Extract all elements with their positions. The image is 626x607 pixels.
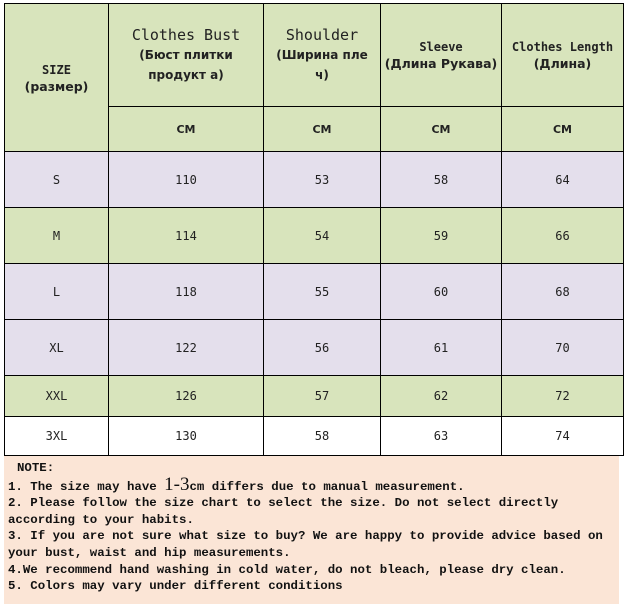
value-cell: 53 xyxy=(263,151,381,208)
unit-cell: CM xyxy=(501,106,624,152)
bust-header: Clothes Bust (Бюст плитки продукт а) xyxy=(108,3,264,107)
value-cell: 130 xyxy=(108,416,264,456)
value-cell: 57 xyxy=(263,375,381,417)
size-cell: XXL xyxy=(4,375,109,417)
unit-cell: CM xyxy=(263,106,381,152)
value-cell: 72 xyxy=(501,375,624,417)
note-line-1: 1. The size may have 1-3cm differs due t… xyxy=(8,473,619,496)
value-cell: 58 xyxy=(380,151,502,208)
size-cell: M xyxy=(4,207,109,264)
unit-row: CM CM CM CM xyxy=(5,106,624,152)
note-box: NOTE: 1. The size may have 1-3cm differs… xyxy=(4,456,619,604)
value-cell: 118 xyxy=(108,263,264,320)
value-cell: 68 xyxy=(501,263,624,320)
value-cell: 110 xyxy=(108,151,264,208)
length-header-ru: (Длина) xyxy=(533,56,592,71)
value-cell: 59 xyxy=(380,207,502,264)
value-cell: 56 xyxy=(263,319,381,376)
table-row: 3XL 130 58 63 74 xyxy=(4,416,624,456)
shoulder-header-ru: (Ширина пле ч) xyxy=(276,47,368,82)
shoulder-header: Shoulder (Ширина пле ч) xyxy=(263,3,381,107)
bust-header-ru: (Бюст плитки продукт а) xyxy=(139,47,233,82)
note-line-3: 3. If you are not sure what size to buy?… xyxy=(8,529,603,560)
size-chart-table: SIZE (размер) Clothes Bust (Бюст плитки … xyxy=(4,3,624,456)
value-cell: 63 xyxy=(380,416,502,456)
note-line-4: 4.We recommend hand washing in cold wate… xyxy=(8,562,566,577)
length-header-en: Clothes Length xyxy=(511,40,614,54)
value-cell: 70 xyxy=(501,319,624,376)
value-cell: 54 xyxy=(263,207,381,264)
value-cell: 122 xyxy=(108,319,264,376)
value-cell: 62 xyxy=(380,375,502,417)
value-cell: 55 xyxy=(263,263,381,320)
note-line-2: 2. Please follow the size chart to selec… xyxy=(8,496,559,527)
size-header-en: SIZE xyxy=(42,62,71,77)
shoulder-header-en: Shoulder xyxy=(285,25,359,44)
size-cell: L xyxy=(4,263,109,320)
value-cell: 58 xyxy=(263,416,381,456)
value-cell: 60 xyxy=(380,263,502,320)
header-row: SIZE (размер) Clothes Bust (Бюст плитки … xyxy=(4,3,624,152)
note-line-1-range: 1-3 xyxy=(164,473,190,495)
unit-cell: CM xyxy=(108,106,264,152)
size-cell: S xyxy=(4,151,109,208)
value-cell: 74 xyxy=(501,416,624,456)
unit-cell: CM xyxy=(380,106,502,152)
value-cell: 61 xyxy=(380,319,502,376)
value-cell: 114 xyxy=(108,207,264,264)
sleeve-header: Sleeve (Длина Рукава) xyxy=(380,3,502,107)
table-row: L 118 55 60 68 xyxy=(4,263,624,320)
note-line-1-post: cm differs due to manual measurement. xyxy=(189,479,465,494)
size-cell: 3XL xyxy=(4,416,109,456)
table-row: XXL 126 57 62 72 xyxy=(4,375,624,417)
sleeve-header-en: Sleeve xyxy=(419,40,463,54)
size-header-ru: (размер) xyxy=(24,78,89,94)
table-row: M 114 54 59 66 xyxy=(4,207,624,264)
value-cell: 126 xyxy=(108,375,264,417)
length-header: Clothes Length (Длина) xyxy=(501,3,624,107)
note-line-5: 5. Colors may vary under different condi… xyxy=(8,579,343,594)
bust-header-en: Clothes Bust xyxy=(131,25,241,44)
note-line-1-pre: 1. The size may have xyxy=(8,479,165,494)
value-cell: 66 xyxy=(501,207,624,264)
size-cell: XL xyxy=(4,319,109,376)
sleeve-header-ru: (Длина Рукава) xyxy=(384,56,498,71)
note-title: NOTE: xyxy=(17,461,55,475)
size-header: SIZE (размер) xyxy=(4,3,109,152)
table-row: XL 122 56 61 70 xyxy=(4,319,624,376)
value-cell: 64 xyxy=(501,151,624,208)
table-row: S 110 53 58 64 xyxy=(4,151,624,208)
